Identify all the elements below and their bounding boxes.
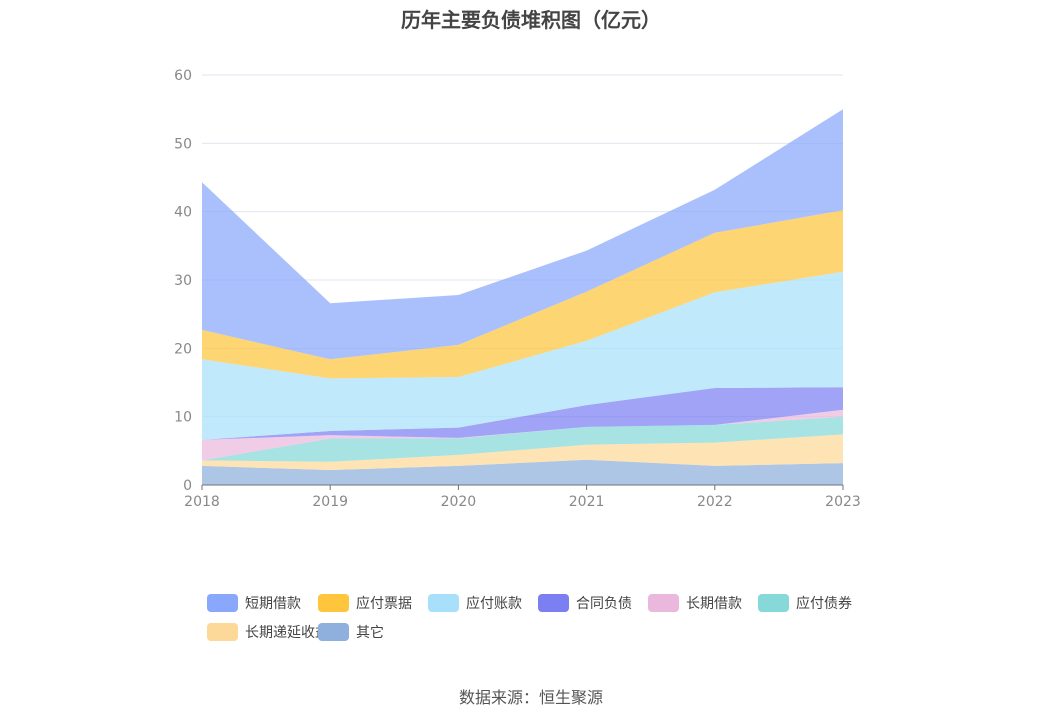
- legend-swatch: [207, 594, 238, 612]
- legend-item-label: 合同负债: [576, 596, 632, 612]
- y-tick-label: 0: [183, 478, 192, 494]
- legend-swatch: [318, 623, 349, 641]
- area-series-长期递延收益: [202, 434, 843, 470]
- y-tick-label: 50: [174, 136, 192, 152]
- legend-item-label: 应付债券: [796, 595, 852, 612]
- legend-swatch: [648, 594, 679, 612]
- chart-title: 历年主要负债堆积图（亿元）: [401, 8, 661, 32]
- area-series-应付票据: [202, 210, 843, 379]
- x-tick-label: 2021: [569, 494, 605, 510]
- area-series-合同负债: [202, 387, 843, 440]
- y-tick-label: 30: [174, 273, 192, 289]
- y-tick-label: 40: [174, 205, 192, 221]
- area-series-应付债券: [202, 416, 843, 462]
- legend-item-label: 短期借款: [245, 596, 301, 612]
- legend-swatch: [428, 594, 459, 612]
- x-tick-label: 2018: [184, 494, 220, 510]
- x-tick-label: 2023: [825, 494, 861, 510]
- x-tick-label: 2022: [697, 494, 733, 510]
- y-tick-label: 20: [174, 341, 192, 357]
- y-tick-label: 10: [174, 410, 192, 426]
- legend-swatch: [538, 594, 569, 612]
- legend-swatch: [758, 594, 789, 612]
- legend-item-label: 应付票据: [356, 595, 412, 612]
- x-tick-label: 2020: [441, 494, 477, 510]
- legend-item-label: 长期递延收益: [245, 625, 329, 641]
- source-text: 数据来源：恒生聚源: [458, 688, 603, 707]
- area-series-短期借款: [202, 109, 843, 360]
- legend-swatch: [318, 594, 349, 612]
- y-tick-label: 60: [174, 68, 192, 84]
- x-tick-label: 2019: [312, 494, 348, 510]
- legend-item-label: 长期借款: [686, 596, 742, 612]
- legend-swatch: [207, 623, 238, 641]
- area-series-应付账款: [202, 271, 843, 440]
- area-series-其它: [202, 459, 843, 485]
- legend-item-label: 应付账款: [466, 595, 522, 612]
- legend-item-label: 其它: [356, 624, 384, 641]
